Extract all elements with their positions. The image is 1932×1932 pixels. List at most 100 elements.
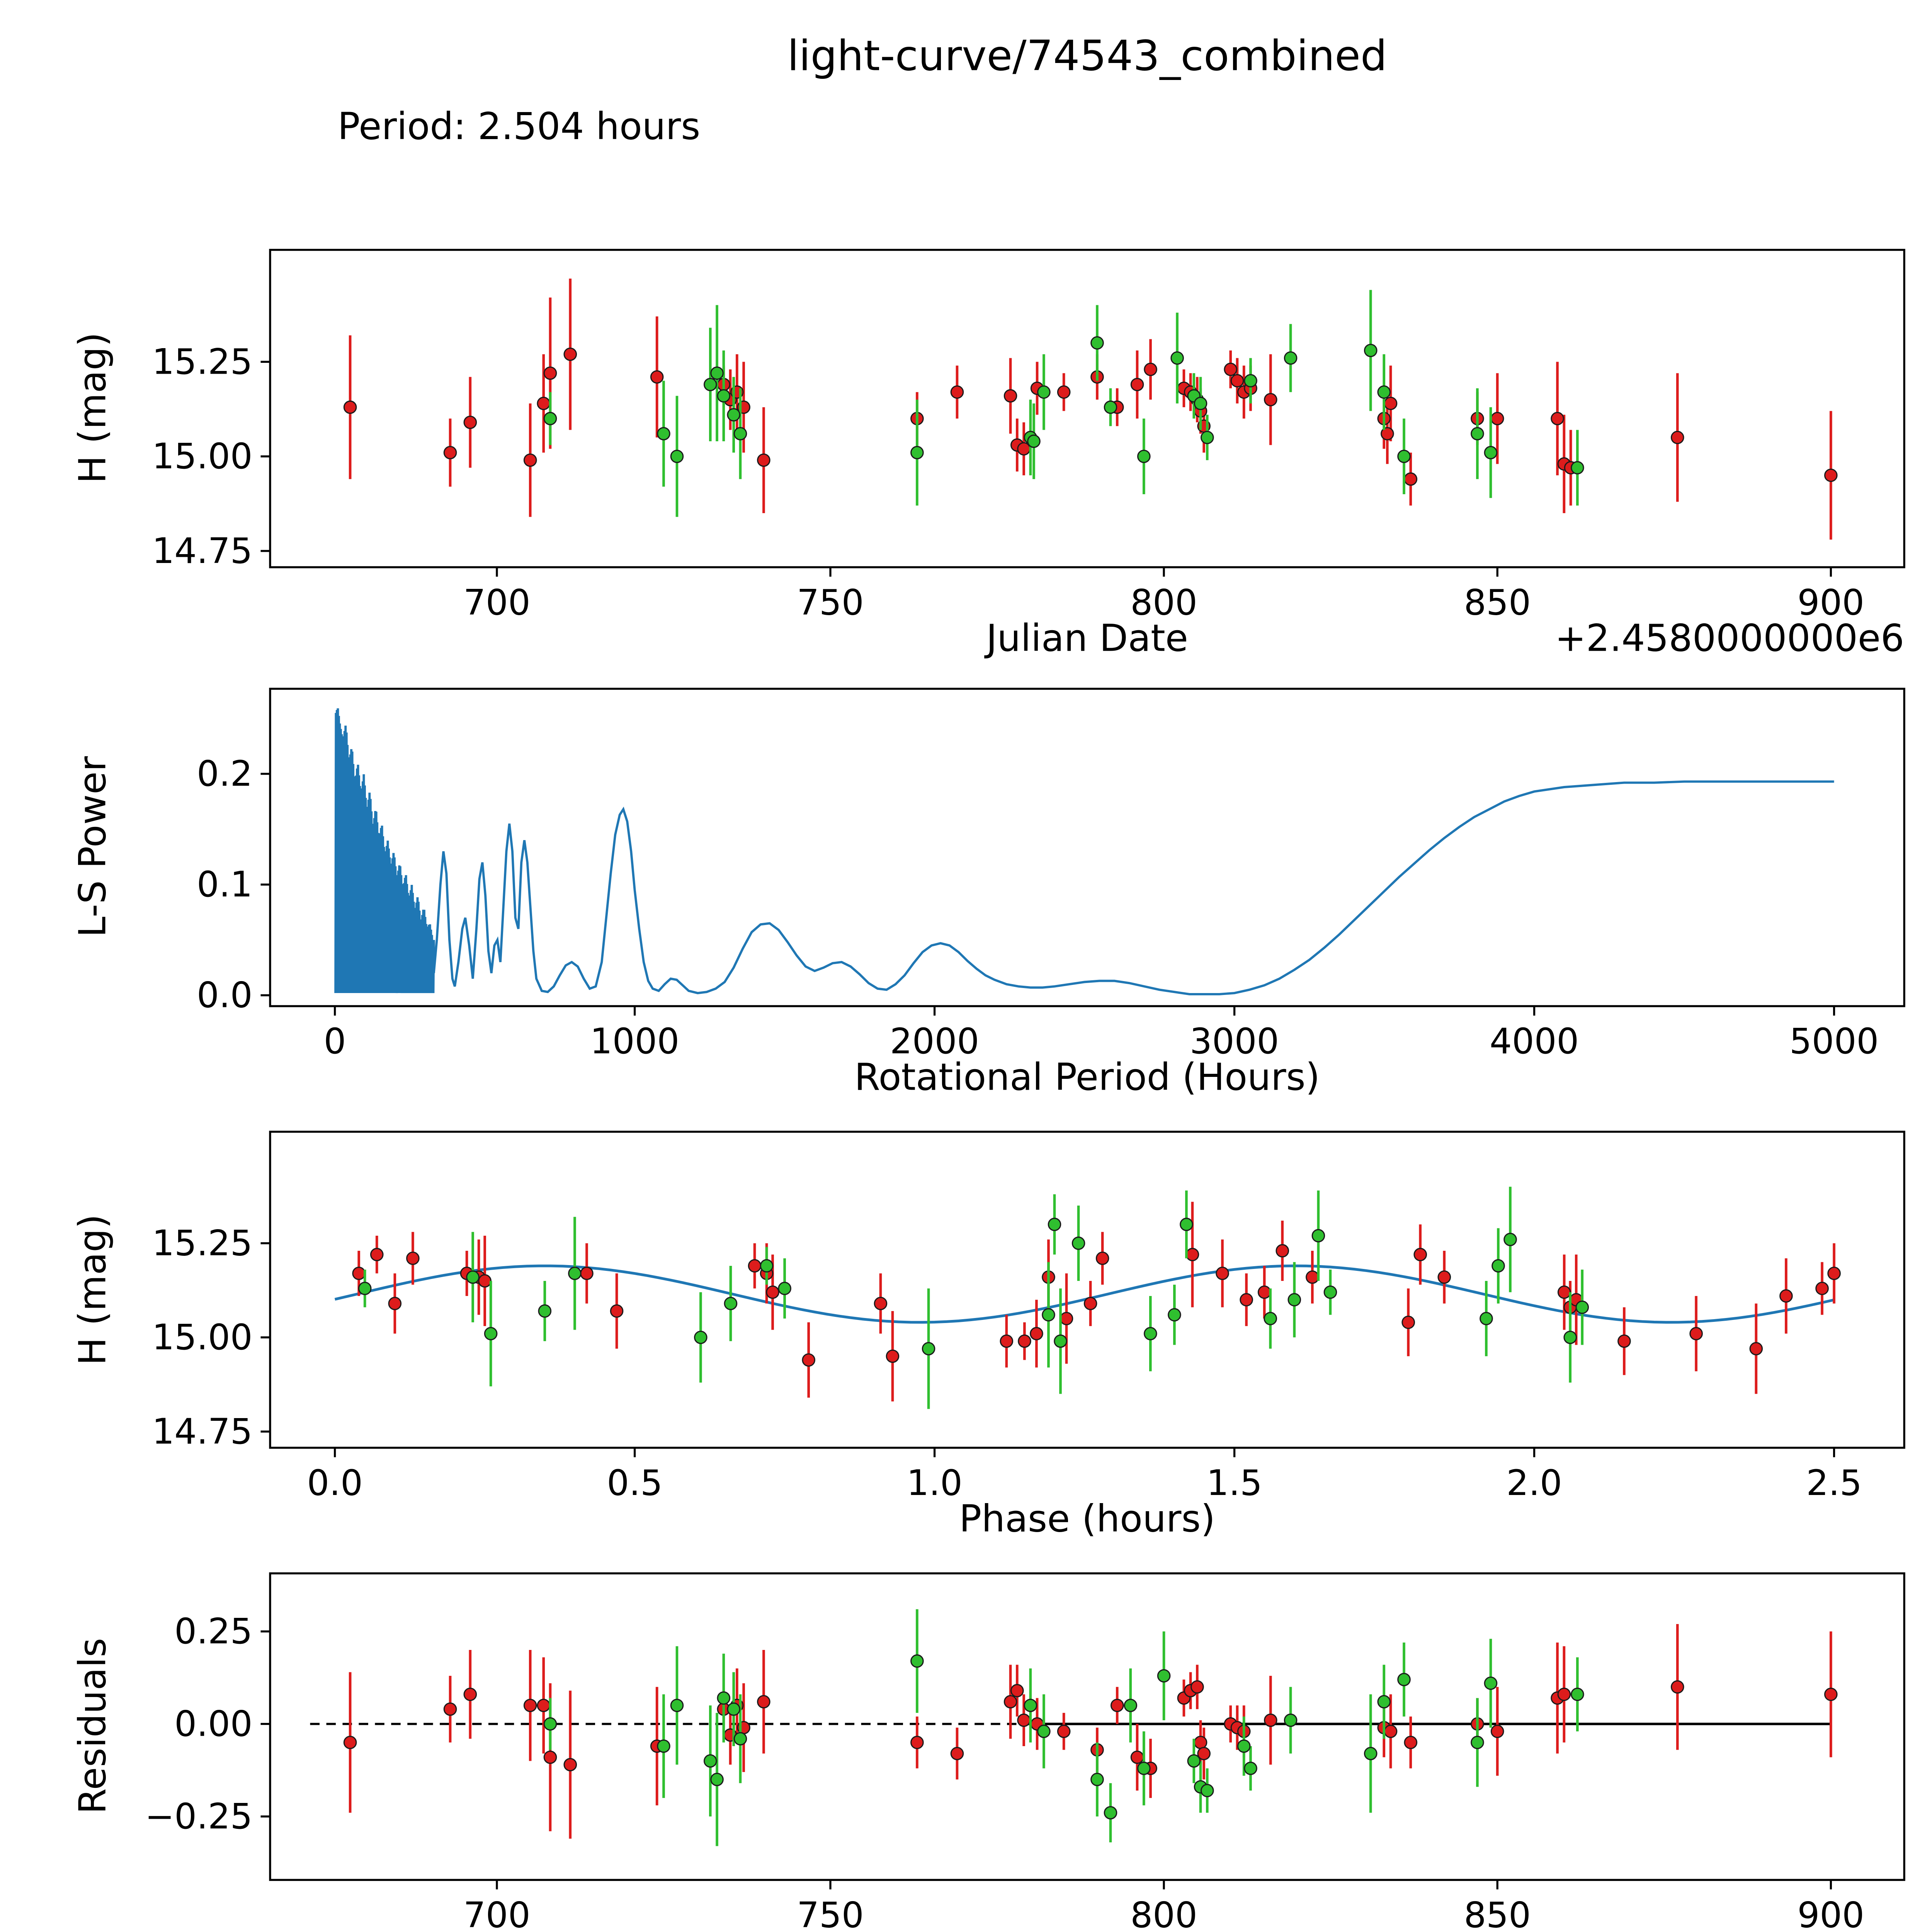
data-point (406, 1252, 420, 1265)
data-point (1404, 1736, 1418, 1749)
data-point (1042, 1308, 1055, 1321)
data-point (1024, 1699, 1037, 1712)
data-point (1779, 1289, 1793, 1303)
data-point (523, 1699, 537, 1712)
data-point (1471, 1736, 1484, 1749)
data-point (1323, 1285, 1337, 1299)
data-point (1503, 1233, 1517, 1247)
figure-title: light-curve/74543_combined (787, 31, 1387, 80)
data-point (670, 1699, 684, 1712)
data-point (1571, 1687, 1584, 1701)
data-point (1230, 374, 1244, 388)
data-point (670, 449, 684, 463)
lightcurve-content (343, 279, 1838, 540)
data-point (1201, 1784, 1214, 1798)
x-tick-label: 800 (1130, 1895, 1197, 1932)
residuals-axes-box (269, 1572, 1905, 1881)
data-point (1670, 1680, 1684, 1694)
data-point (1037, 1725, 1051, 1738)
data-point (886, 1349, 900, 1363)
data-point (1404, 472, 1418, 486)
phase-axes-box (269, 1131, 1905, 1449)
data-point (1144, 1327, 1157, 1340)
data-point (1571, 461, 1584, 474)
y-tick-label: −0.25 (145, 1796, 252, 1837)
data-point (1557, 1285, 1571, 1299)
data-point (343, 1736, 357, 1749)
data-point (343, 400, 357, 414)
y-tick-label: 0.25 (174, 1611, 252, 1652)
data-point (543, 366, 557, 380)
data-point (1815, 1282, 1829, 1295)
data-point (1384, 1725, 1398, 1738)
data-point (1187, 1754, 1201, 1768)
data-point (1003, 389, 1017, 403)
x-tick-label: 0.5 (607, 1463, 663, 1503)
data-point (717, 389, 731, 403)
data-point (733, 1732, 747, 1746)
data-point (1185, 1248, 1199, 1262)
data-point (1413, 1248, 1427, 1262)
y-tick-label: 14.75 (152, 531, 252, 571)
data-point (950, 1747, 964, 1760)
data-point (1401, 1315, 1415, 1329)
data-point (778, 1282, 791, 1295)
data-point (1137, 1762, 1151, 1775)
red-session-markers (343, 1680, 1838, 1775)
periodogram-axes-box (269, 687, 1905, 1007)
data-point (1237, 1739, 1251, 1753)
data-point (760, 1259, 774, 1273)
data-point (1201, 430, 1214, 444)
data-point (1490, 1725, 1504, 1738)
x-tick-label: 700 (463, 582, 530, 623)
data-point (757, 1695, 770, 1709)
data-point (1144, 362, 1157, 376)
data-point (1381, 427, 1394, 440)
data-point (766, 1285, 779, 1299)
residuals-xlabel: Julian Date (984, 1929, 1188, 1932)
data-point (1060, 1312, 1073, 1325)
data-point (757, 453, 770, 467)
data-point (563, 1758, 577, 1772)
data-point (1190, 1680, 1204, 1694)
data-point (910, 1654, 924, 1668)
data-point (1306, 1270, 1319, 1284)
residuals-ylabel: Residuals (71, 1638, 114, 1814)
y-tick-label: 14.75 (152, 1412, 252, 1452)
data-point (1090, 1772, 1104, 1786)
y-tick-label: 0.0 (197, 975, 252, 1016)
data-point (1157, 1669, 1171, 1683)
x-tick-label: 750 (797, 1895, 864, 1932)
data-point (352, 1267, 366, 1280)
lightcurve-xlabel: Julian Date (984, 617, 1188, 660)
y-tick-label: 15.25 (152, 1223, 252, 1264)
residuals-x-offset: +2.4580000000e6 (1555, 1929, 1904, 1932)
x-tick-label: 2000 (890, 1021, 979, 1062)
x-tick-label: 2.5 (1806, 1463, 1862, 1503)
data-point (537, 396, 551, 410)
data-point (1264, 1312, 1277, 1325)
data-point (463, 1687, 477, 1701)
x-tick-label: 750 (797, 582, 864, 623)
y-tick-label: 0.00 (174, 1704, 252, 1744)
data-point (1824, 468, 1838, 482)
green-session-markers (358, 1218, 1589, 1355)
data-point (1471, 427, 1484, 440)
data-point (910, 446, 924, 459)
data-point (443, 446, 457, 459)
y-tick-label: 15.00 (152, 1317, 252, 1358)
data-point (1180, 1218, 1193, 1231)
lightcurve-ylabel: H (mag) (71, 332, 114, 483)
data-point (443, 1702, 457, 1716)
data-point (543, 1717, 557, 1731)
y-tick-label: 15.00 (152, 436, 252, 477)
data-point (463, 415, 477, 429)
x-tick-label: 5000 (1789, 1021, 1879, 1062)
data-point (1018, 1334, 1031, 1348)
data-point (1240, 1293, 1253, 1306)
data-point (484, 1327, 498, 1340)
data-point (388, 1297, 402, 1310)
data-point (1284, 351, 1298, 365)
